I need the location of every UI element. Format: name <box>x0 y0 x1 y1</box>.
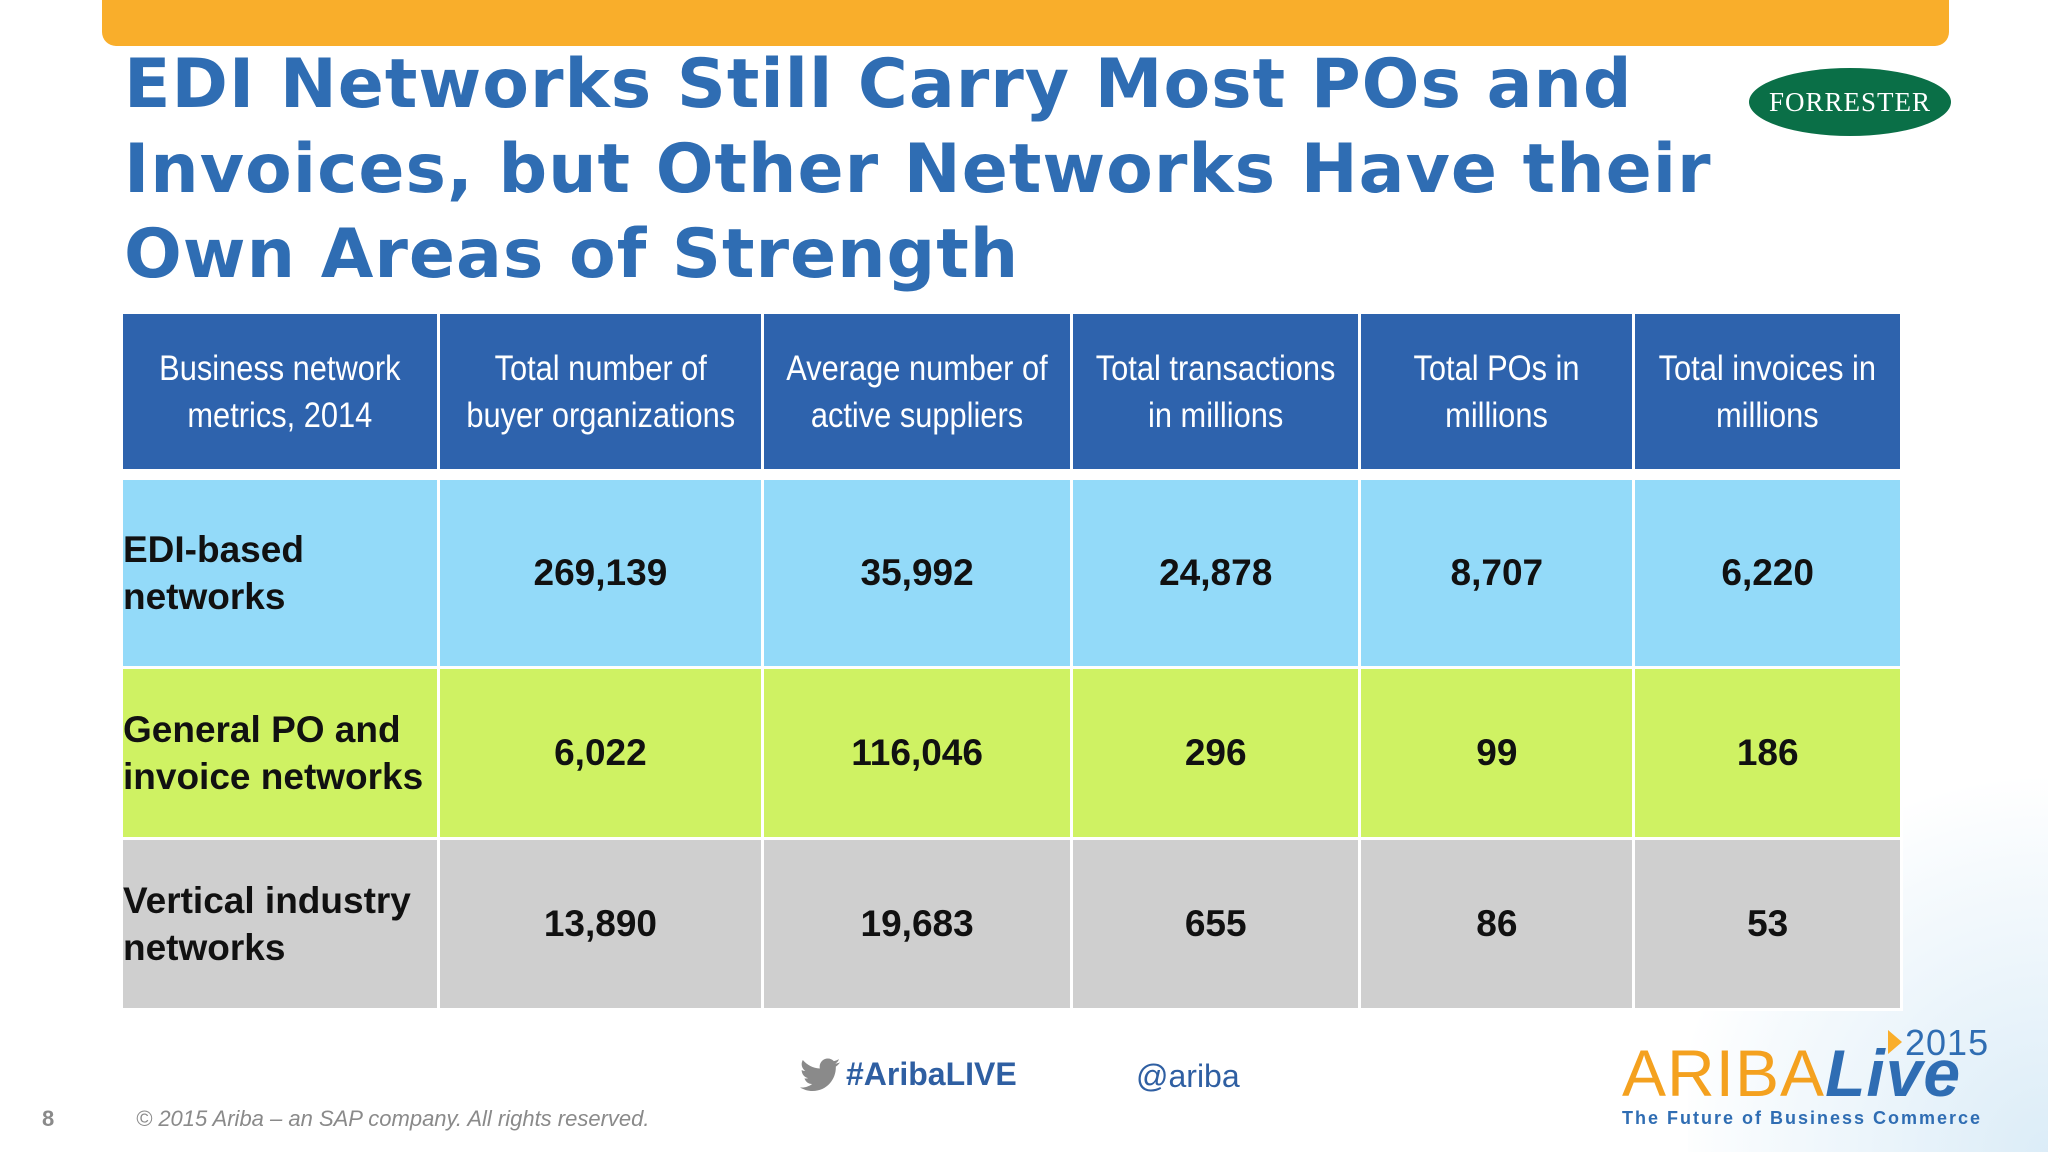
table-cell: 116,046 <box>761 666 1074 840</box>
header-cell: Average number of active suppliers <box>761 311 1074 472</box>
hashtag-text: #AribaLIVE <box>846 1056 1017 1092</box>
row-label: Vertical industry networks <box>120 837 440 1011</box>
footer-hashtag[interactable]: #AribaLIVE <box>800 1056 1017 1093</box>
table-row: EDI-based networks 269,139 35,992 24,878… <box>120 477 1903 669</box>
top-accent-bar <box>102 0 1949 46</box>
table-row: General PO and invoice networks 6,022 11… <box>120 666 1903 840</box>
copyright-text: © 2015 Ariba – an SAP company. All right… <box>136 1106 650 1131</box>
header-cell: Total transactions in millions <box>1070 311 1362 472</box>
table-cell: 19,683 <box>761 837 1074 1011</box>
metrics-table: Business network metrics, 2014 Total num… <box>120 311 1903 1011</box>
table-cell: 269,139 <box>436 477 765 669</box>
table-cell: 6,220 <box>1632 477 1903 669</box>
table-row: Vertical industry networks 13,890 19,683… <box>120 837 1903 1011</box>
table-cell: 655 <box>1070 837 1362 1011</box>
ariba-live-logo: ARIBALive <box>1622 1040 1961 1106</box>
header-cell: Total POs in millions <box>1358 311 1636 472</box>
row-label: EDI-based networks <box>120 477 440 669</box>
forrester-logo-text: FORRESTER <box>1768 86 1932 117</box>
forrester-logo: FORRESTER <box>1749 68 1951 136</box>
ariba-logo-year: 2015 <box>1905 1022 1990 1063</box>
table-cell: 53 <box>1632 837 1903 1011</box>
table-cell: 99 <box>1358 666 1636 840</box>
ariba-tagline: The Future of Business Commerce <box>1622 1108 1983 1128</box>
header-cell: Total number of buyer organizations <box>436 311 765 472</box>
table-cell: 186 <box>1632 666 1903 840</box>
table-cell: 6,022 <box>436 666 765 840</box>
header-separator <box>120 469 1903 480</box>
table-cell: 8,707 <box>1358 477 1636 669</box>
live-logo-word: Live <box>1825 1036 1962 1110</box>
row-label: General PO and invoice networks <box>120 666 440 840</box>
table-cell: 35,992 <box>761 477 1074 669</box>
footer-handle[interactable]: @ariba <box>1136 1058 1240 1094</box>
table-header-row: Business network metrics, 2014 Total num… <box>120 311 1903 472</box>
ariba-logo-word: ARIBA <box>1622 1036 1826 1110</box>
twitter-bird-icon <box>800 1058 840 1091</box>
table-cell: 13,890 <box>436 837 765 1011</box>
page-number: 8 <box>42 1106 55 1131</box>
table-cell: 296 <box>1070 666 1362 840</box>
header-cell: Total invoices in millions <box>1632 311 1903 472</box>
table-cell: 86 <box>1358 837 1636 1011</box>
ariba-arrow-icon <box>1888 1030 1902 1054</box>
slide-title: EDI Networks Still Carry Most POs and In… <box>124 45 1712 294</box>
table-cell: 24,878 <box>1070 477 1362 669</box>
header-cell: Business network metrics, 2014 <box>120 311 440 472</box>
